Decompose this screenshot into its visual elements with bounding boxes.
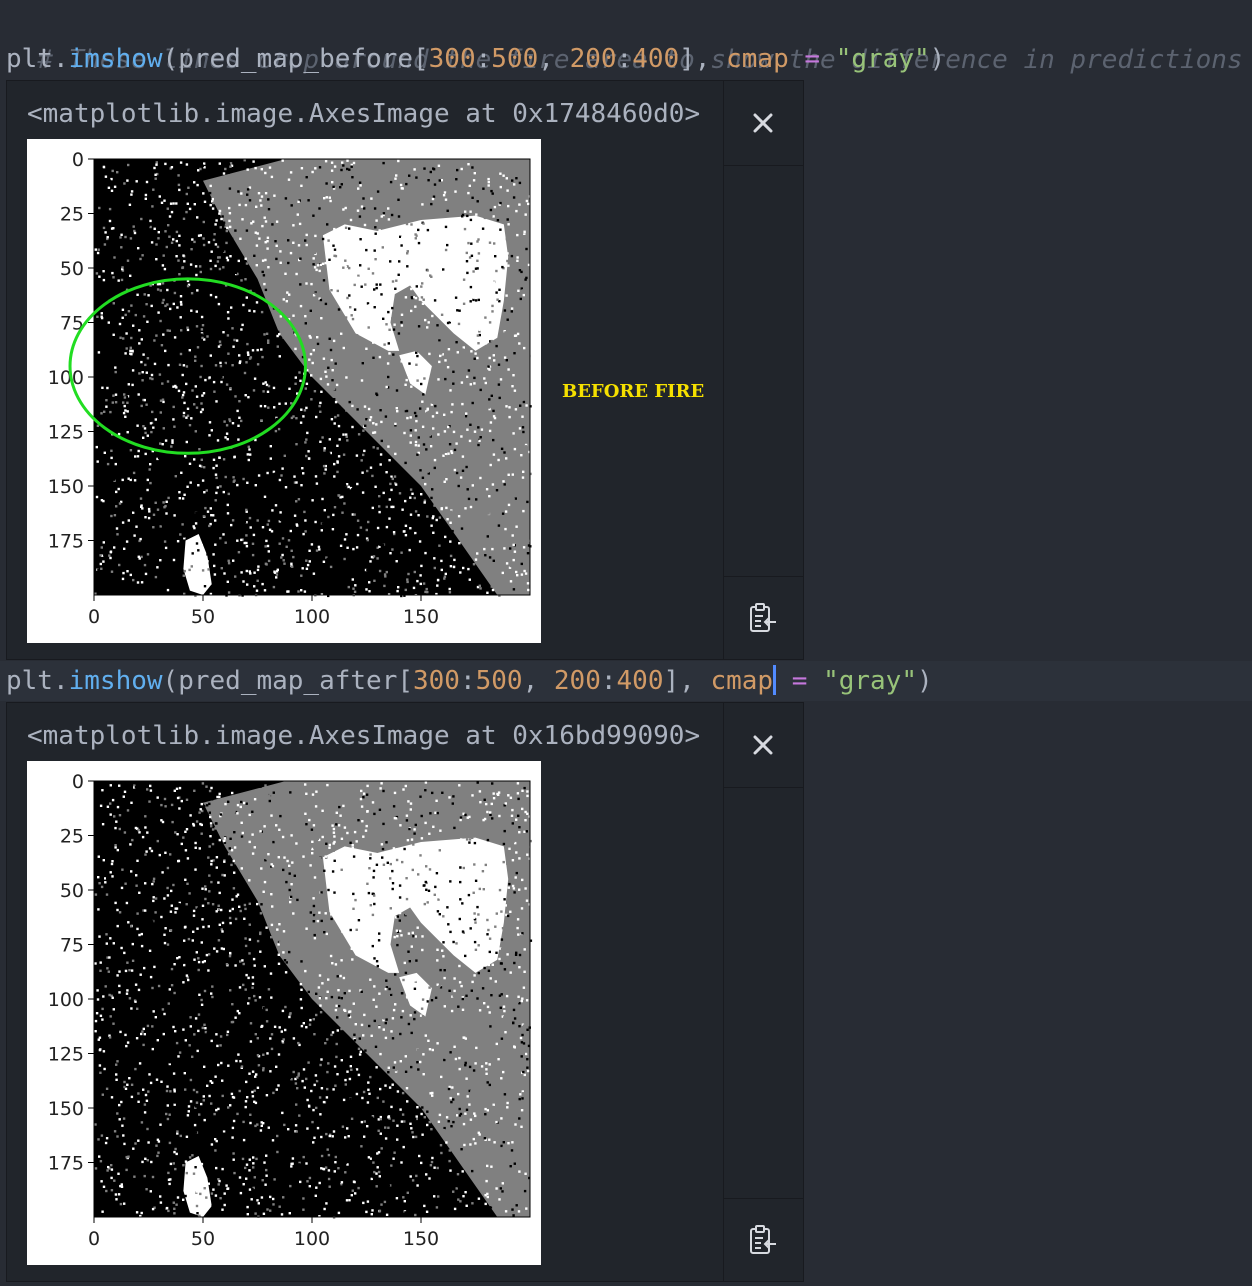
x-tick-label: 150 [403,1228,439,1250]
y-tick-label: 175 [48,531,84,553]
code-keyword: cmap [710,666,774,696]
code-token: : [616,44,633,74]
code-token: ], [679,44,727,74]
highlight-ellipse [68,277,307,455]
heatmap-image [94,781,533,1219]
y-tick-label: 175 [48,1153,84,1175]
copy-output-button[interactable] [723,1198,803,1281]
speckle-noise [94,159,533,598]
code-line-imshow-after[interactable]: plt.imshow(pred_map_after[300:500, 200:4… [0,661,1252,701]
code-token: plt. [6,666,69,696]
clipboard-icon [750,603,776,632]
code-token: (pred_map_after[ [162,666,413,696]
y-tick-label: 25 [60,204,84,226]
close-output-button[interactable] [723,703,803,788]
code-number: 500 [475,666,523,696]
speckle-noise [94,781,533,1219]
code-func: imshow [68,666,163,696]
code-number: 400 [632,44,680,74]
x-tick-label: 50 [191,606,215,628]
output-repr-text: <matplotlib.image.AxesImage at 0x16bd990… [27,721,701,751]
output-body: <matplotlib.image.AxesImage at 0x16bd990… [7,703,724,1281]
x-tick-label: 100 [294,1228,330,1250]
code-number: 200 [569,44,617,74]
code-token: (pred_map_before[ [162,44,429,74]
code-func: imshow [68,44,163,74]
white-region [183,533,212,595]
code-number: 300 [413,666,460,696]
heatmap-plot-before: 0 50 100 150 0 25 50 75 100 125 150 175 [48,149,533,628]
code-number: 300 [428,44,476,74]
close-icon [753,735,773,755]
y-tick-label: 0 [72,771,84,793]
x-tick-label: 0 [88,1228,100,1250]
close-output-button[interactable] [723,81,803,166]
y-tick-label: 150 [48,476,84,498]
output-repr-text: <matplotlib.image.AxesImage at 0x1748460… [27,99,701,129]
code-token: , [522,666,554,696]
white-region [183,1155,212,1217]
before-fire-caption: BEFORE FIRE [562,381,705,402]
y-tick-label: 25 [60,826,84,848]
output-body: <matplotlib.image.AxesImage at 0x1748460… [7,81,724,659]
y-tick-label: 125 [48,1044,84,1066]
heatmap-plot-after: 0 50 100 150 0 25 50 75 100 125 150 175 [48,771,533,1250]
close-icon [753,113,773,133]
y-tick-label: 75 [60,313,84,335]
code-token: : [459,666,476,696]
x-tick-label: 100 [294,606,330,628]
code-string: "gray" [835,44,930,74]
y-tick-label: 150 [48,1098,84,1120]
x-tick-label: 50 [191,1228,215,1250]
copy-output-button[interactable] [723,576,803,659]
code-token: plt. [6,44,69,74]
output-panel-before: <matplotlib.image.AxesImage at 0x1748460… [6,80,804,660]
code-operator: = [788,44,836,74]
code-token: ) [929,44,946,74]
code-comment-line[interactable]: # These lines crop around the fire area … [0,0,1252,75]
code-token: ], [663,666,711,696]
output-sidebar [723,703,805,1281]
output-sidebar [723,81,805,659]
clipboard-icon [750,1225,776,1254]
y-tick-label: 125 [48,422,84,444]
x-tick-label: 150 [403,606,439,628]
heatmap-image [94,159,533,598]
code-number: 400 [616,666,664,696]
y-tick-label: 0 [72,149,84,171]
code-line-imshow-before[interactable]: plt.imshow(pred_map_before[300:500, 200:… [0,39,1252,79]
code-keyword: cmap [726,44,789,74]
code-operator: = [776,666,824,696]
code-comment: # These lines crop around the fire area … [37,45,1243,75]
y-tick-label: 100 [48,367,84,389]
y-tick-label: 75 [60,935,84,957]
code-token: , [538,44,570,74]
code-number: 500 [491,44,539,74]
code-string: "gray" [823,666,917,696]
y-tick-label: 50 [60,880,84,902]
y-tick-label: 50 [60,258,84,280]
code-token: ) [916,666,933,696]
y-tick-label: 100 [48,989,84,1011]
white-region [399,972,432,1017]
plot-figure-after: 0 50 100 150 0 25 50 75 100 125 150 175 [27,761,541,1265]
output-panel-after: <matplotlib.image.AxesImage at 0x16bd990… [6,702,804,1282]
x-tick-label: 0 [88,606,100,628]
code-number: 200 [553,666,601,696]
code-token: : [600,666,617,696]
code-token: : [475,44,492,74]
text-cursor [773,664,777,695]
plot-figure-before: 0 50 100 150 0 25 50 75 100 125 150 175 [27,139,541,643]
white-region [322,837,509,973]
